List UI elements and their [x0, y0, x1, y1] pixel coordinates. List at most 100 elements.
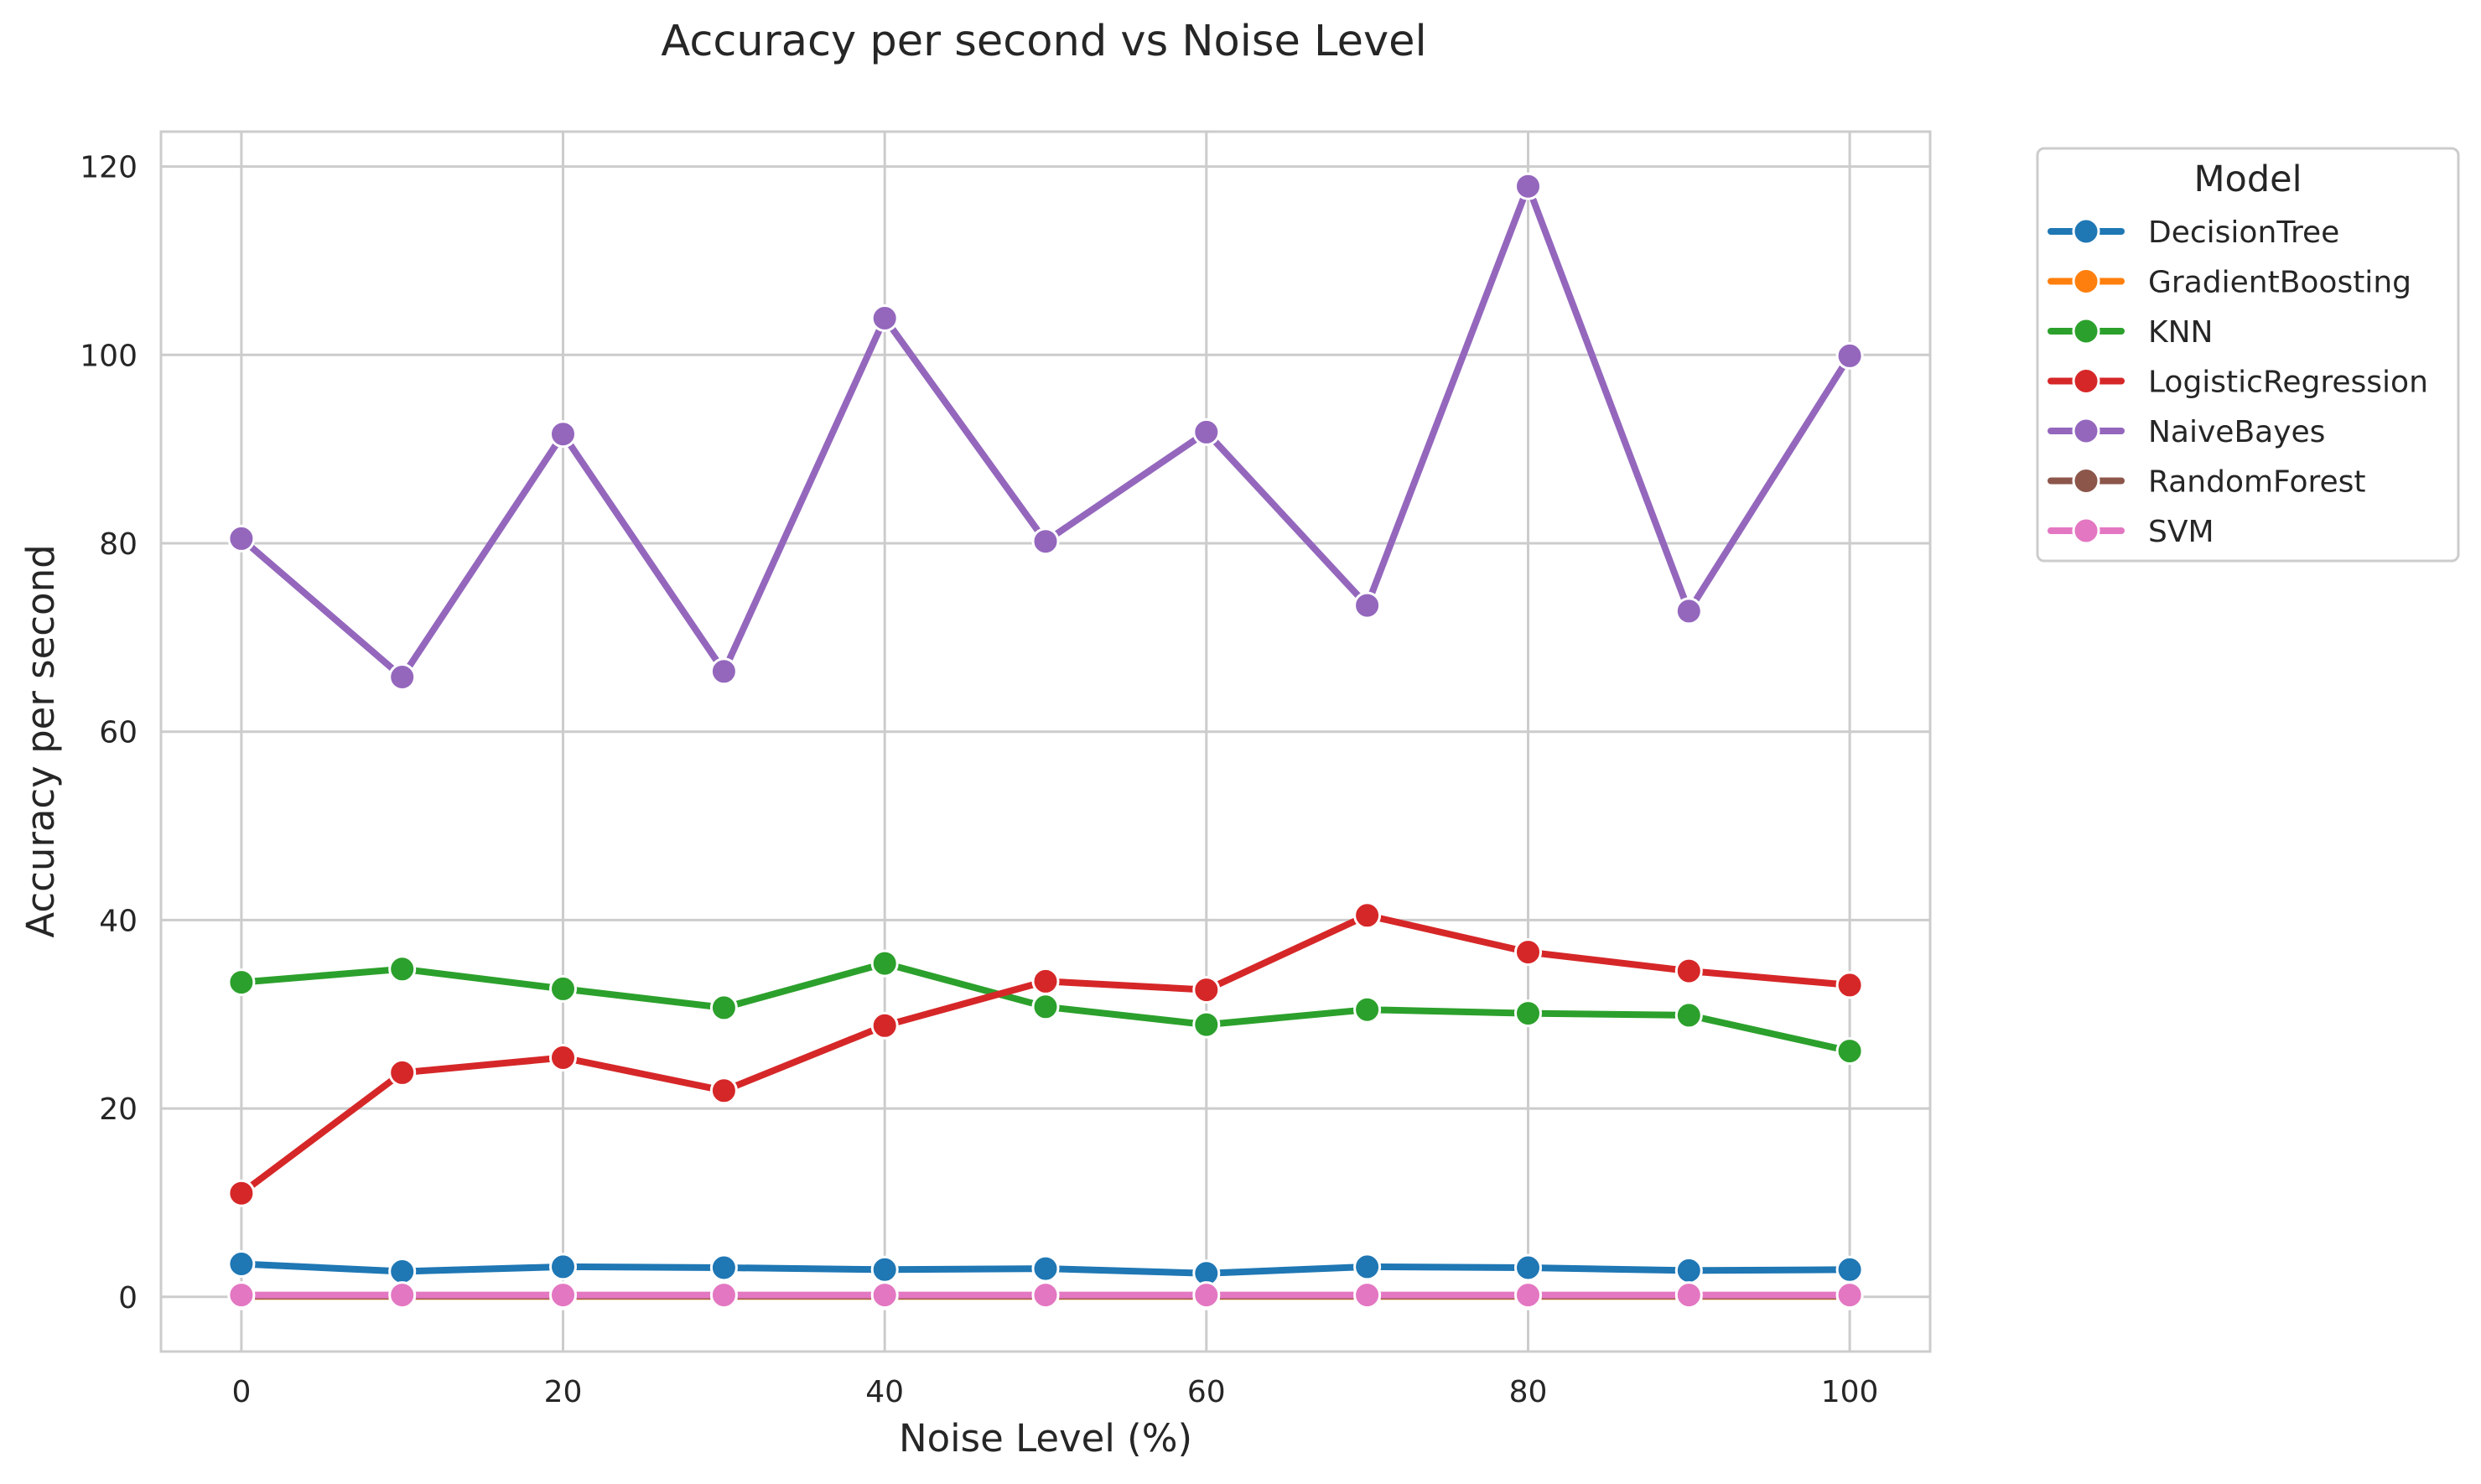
data-point — [1514, 172, 1542, 200]
y-tick-label: 0 — [118, 1281, 138, 1315]
data-point — [870, 1255, 899, 1284]
legend-label: NaiveBayes — [2148, 415, 2325, 449]
y-tick-label: 60 — [99, 716, 138, 750]
series-decisiontree — [227, 1250, 1864, 1288]
legend-swatch-marker — [2072, 516, 2100, 545]
legend-item: NaiveBayes — [2048, 415, 2325, 449]
legend-title: Model — [2193, 158, 2302, 200]
data-point — [709, 1077, 738, 1105]
series-line — [237, 183, 1854, 681]
data-point — [1192, 1010, 1221, 1039]
data-point — [388, 1058, 417, 1087]
legend-label: GradientBoosting — [2148, 266, 2411, 300]
data-point — [1514, 1281, 1542, 1310]
data-point — [1835, 1255, 1864, 1284]
plot-area-frame — [159, 130, 1932, 1353]
data-point — [709, 1253, 738, 1282]
data-point — [1353, 995, 1382, 1024]
data-point — [1192, 976, 1221, 1004]
series-layer — [227, 172, 1864, 1310]
data-point — [227, 524, 256, 553]
y-tick-label: 20 — [99, 1092, 138, 1127]
series-line — [237, 911, 1854, 1197]
data-point — [227, 1179, 256, 1207]
data-point — [1514, 999, 1542, 1028]
legend-item: DecisionTree — [2048, 215, 2339, 250]
data-point — [227, 1250, 256, 1278]
data-point — [709, 657, 738, 686]
data-point — [1514, 938, 1542, 967]
data-point — [549, 1044, 577, 1071]
legend-swatch-marker — [2072, 267, 2100, 295]
legend-item: KNN — [2048, 315, 2213, 350]
data-point — [1835, 1281, 1864, 1310]
data-point — [1674, 1256, 1703, 1284]
data-point — [709, 1281, 738, 1310]
data-point — [1353, 1281, 1382, 1310]
legend-swatch-marker — [2072, 317, 2100, 345]
data-point — [1031, 967, 1060, 995]
data-point — [549, 1281, 577, 1310]
x-tick-label: 40 — [865, 1375, 904, 1409]
data-point — [1835, 1037, 1864, 1066]
legend-item: SVM — [2048, 515, 2214, 549]
data-point — [1031, 1281, 1060, 1310]
series-logisticregression — [227, 901, 1864, 1207]
y-tick-label: 100 — [80, 339, 138, 373]
data-point — [1192, 418, 1221, 446]
data-point — [549, 1253, 577, 1281]
legend-swatch-marker — [2072, 367, 2100, 395]
x-tick-label: 60 — [1187, 1375, 1226, 1409]
data-point — [1674, 957, 1703, 985]
data-point — [1353, 1253, 1382, 1281]
legend-swatch-marker — [2072, 417, 2100, 445]
legend-items: DecisionTree GradientBoosting KNN LogisticR… — [2048, 215, 2428, 549]
series-svm — [227, 1281, 1864, 1310]
data-point — [870, 949, 899, 978]
y-tick-label: 120 — [80, 151, 138, 185]
data-point — [549, 974, 577, 1003]
data-point — [1835, 971, 1864, 999]
series-knn — [227, 949, 1864, 1066]
data-point — [709, 994, 738, 1022]
y-tick-label: 80 — [99, 527, 138, 562]
data-point — [1031, 993, 1060, 1021]
legend-label: RandomForest — [2148, 465, 2366, 500]
data-point — [388, 663, 417, 691]
data-point — [1835, 341, 1864, 370]
data-point — [227, 1281, 256, 1310]
legend-item: GradientBoosting — [2048, 266, 2411, 300]
data-point — [549, 420, 577, 449]
data-point — [1674, 1001, 1703, 1030]
legend-label: LogisticRegression — [2148, 366, 2428, 400]
grid-lines — [161, 132, 1930, 1352]
chart-title: Accuracy per second vs Noise Level — [661, 17, 1426, 66]
x-axis-label: Noise Level (%) — [899, 1416, 1192, 1461]
legend-frame — [2036, 147, 2460, 563]
x-tick-label: 80 — [1509, 1375, 1548, 1409]
data-point — [1192, 1281, 1221, 1310]
data-point — [388, 1281, 417, 1310]
data-point — [1674, 597, 1703, 625]
data-point — [1031, 1254, 1060, 1283]
data-point — [388, 955, 417, 983]
y-tick-label: 40 — [99, 904, 138, 938]
data-point — [1031, 527, 1060, 556]
series-naivebayes — [227, 172, 1864, 691]
legend-swatch-marker — [2072, 467, 2100, 495]
legend-item: RandomForest — [2048, 465, 2366, 500]
legend-item: LogisticRegression — [2048, 366, 2428, 400]
data-point — [1353, 901, 1382, 930]
data-point — [1353, 591, 1382, 620]
x-tick-label: 100 — [1821, 1375, 1879, 1409]
legend-swatch-marker — [2072, 217, 2100, 246]
data-point — [388, 1258, 417, 1285]
data-point — [227, 968, 256, 997]
data-point — [1514, 1253, 1542, 1282]
y-axis-label: Accuracy per second — [18, 544, 63, 937]
legend: Model DecisionTree GradientBoosting KNN Log… — [2036, 147, 2460, 563]
x-tick-label: 0 — [231, 1375, 251, 1409]
data-point — [870, 1281, 899, 1310]
tick-labels: 0 20 40 60 80 100 0 20 40 60 80 100 120 — [80, 151, 1878, 1409]
